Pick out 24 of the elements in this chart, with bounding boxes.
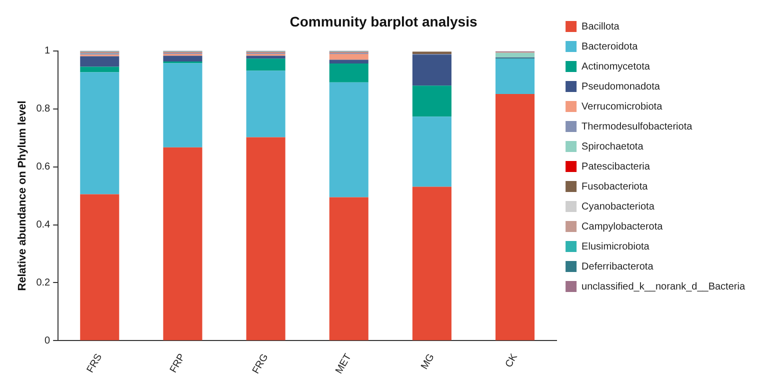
- legend-label: Pseudomonadota: [582, 81, 660, 92]
- legend-label: Actinomycetota: [582, 61, 650, 72]
- y-tick-label: 0.6: [36, 162, 51, 173]
- x-tick-label: MG: [419, 352, 438, 372]
- legend-label: Cyanobacteriota: [582, 201, 655, 212]
- legend-label: Spirochaetota: [582, 141, 644, 152]
- chart-title: Community barplot analysis: [290, 13, 478, 30]
- legend-label: Fusobacteriota: [582, 181, 648, 192]
- legend-label: Elusimicrobiota: [582, 241, 650, 252]
- y-tick-label: 1: [44, 46, 51, 57]
- legend-label: Patescibacteria: [582, 161, 650, 172]
- legend-label: Verrucomicrobiota: [582, 101, 663, 112]
- y-tick-label: 0.4: [36, 220, 51, 230]
- y-axis-title: Relative abundance on Phylum level: [16, 100, 29, 291]
- y-tick-label: 0.8: [36, 104, 51, 115]
- legend-label: Bacteroidota: [582, 41, 638, 52]
- y-tick-label: 0.2: [36, 277, 51, 288]
- legend-label: Thermodesulfobacteriota: [582, 121, 693, 132]
- legend-label: Bacillota: [582, 21, 620, 32]
- x-tick-label: CK: [504, 352, 520, 370]
- legend-label: Deferribacterota: [582, 261, 654, 272]
- legend-label: Campylobacterota: [582, 221, 664, 232]
- legend-label: unclassified_k__norank_d__Bacteria: [582, 281, 746, 292]
- y-tick-label: 0: [44, 335, 51, 346]
